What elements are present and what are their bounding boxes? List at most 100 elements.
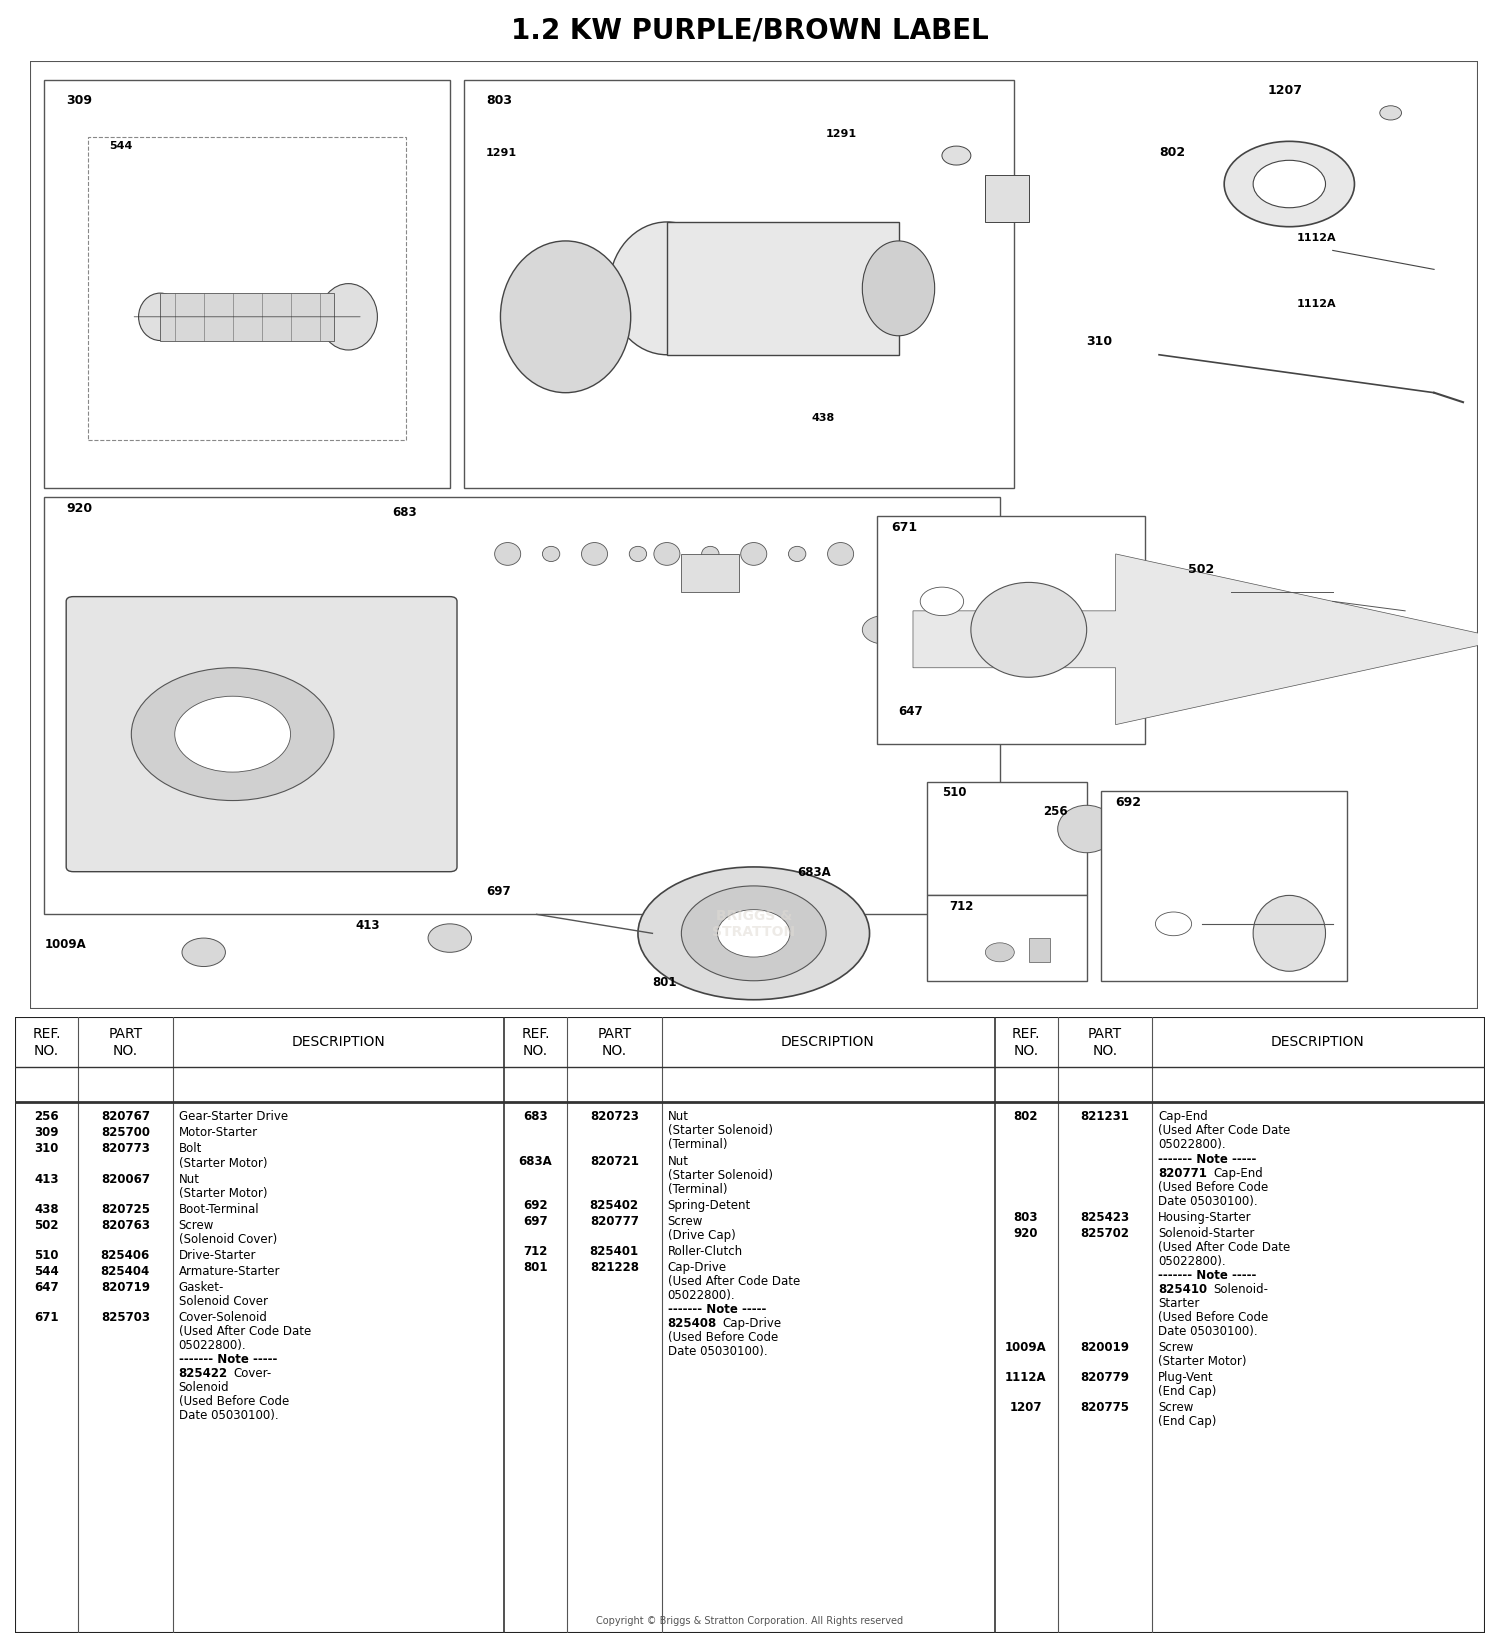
Text: 1009A: 1009A: [45, 937, 86, 950]
Text: Nut: Nut: [668, 1111, 688, 1124]
Text: Spring-Detent: Spring-Detent: [668, 1198, 752, 1211]
Text: (Starter Solenoid): (Starter Solenoid): [668, 1168, 772, 1182]
FancyBboxPatch shape: [66, 597, 458, 871]
Ellipse shape: [609, 222, 724, 354]
Text: 821228: 821228: [590, 1260, 639, 1273]
Text: 309: 309: [66, 94, 92, 107]
Text: 683A: 683A: [519, 1155, 552, 1167]
Text: (Used Before Code: (Used Before Code: [178, 1395, 288, 1408]
Text: 820775: 820775: [1080, 1401, 1130, 1413]
Text: 820777: 820777: [590, 1214, 639, 1227]
Text: ------- Note -----: ------- Note -----: [668, 1303, 766, 1316]
Text: (Used After Code Date: (Used After Code Date: [178, 1324, 310, 1337]
Text: Plug-Vent: Plug-Vent: [1158, 1370, 1214, 1383]
Ellipse shape: [986, 944, 1014, 962]
Text: (Used Before Code: (Used Before Code: [1158, 1180, 1269, 1193]
Text: 510: 510: [942, 786, 966, 799]
Text: REF.
NO.: REF. NO.: [522, 1027, 550, 1057]
Text: Roller-Clutch: Roller-Clutch: [668, 1244, 742, 1257]
Bar: [927, 896, 1086, 981]
Text: 05022800).: 05022800).: [1158, 1139, 1226, 1152]
Text: 820723: 820723: [590, 1111, 639, 1124]
Text: 803: 803: [486, 94, 512, 107]
Text: 820721: 820721: [590, 1155, 639, 1167]
Text: Screw: Screw: [1158, 1401, 1194, 1413]
Bar: [45, 80, 450, 487]
Bar: [986, 174, 1029, 222]
Text: 438: 438: [812, 414, 836, 423]
Text: Solenoid: Solenoid: [178, 1380, 230, 1393]
Ellipse shape: [638, 866, 870, 999]
Text: 647: 647: [898, 706, 922, 719]
Text: 820773: 820773: [100, 1142, 150, 1155]
Text: 825408: 825408: [668, 1316, 717, 1329]
Text: Screw: Screw: [178, 1219, 214, 1231]
Text: 825406: 825406: [100, 1249, 150, 1262]
Text: Nut: Nut: [668, 1155, 688, 1167]
Text: 820767: 820767: [100, 1111, 150, 1124]
Text: (Drive Cap): (Drive Cap): [668, 1229, 735, 1242]
Text: ------- Note -----: ------- Note -----: [1158, 1152, 1257, 1165]
Ellipse shape: [717, 909, 791, 957]
Text: Drive-Starter: Drive-Starter: [178, 1249, 256, 1262]
Text: (Solenoid Cover): (Solenoid Cover): [178, 1232, 276, 1246]
Text: Copyright © Briggs & Stratton Corporation. All Rights reserved: Copyright © Briggs & Stratton Corporatio…: [597, 1616, 903, 1626]
Text: (Starter Motor): (Starter Motor): [1158, 1354, 1246, 1367]
Text: 802: 802: [1160, 146, 1185, 159]
Text: 825422: 825422: [178, 1367, 228, 1380]
Text: (Terminal): (Terminal): [668, 1183, 728, 1196]
Text: 1112A: 1112A: [1296, 233, 1336, 243]
Text: 510: 510: [34, 1249, 58, 1262]
Ellipse shape: [862, 241, 934, 336]
Text: 801: 801: [524, 1260, 548, 1273]
Bar: [878, 515, 1144, 743]
Text: Boot-Terminal: Boot-Terminal: [178, 1203, 260, 1216]
Text: 692: 692: [1116, 796, 1142, 809]
Text: 825700: 825700: [100, 1126, 150, 1139]
Text: DESCRIPTION: DESCRIPTION: [1270, 1035, 1365, 1050]
Ellipse shape: [495, 543, 520, 565]
Text: (End Cap): (End Cap): [1158, 1415, 1216, 1428]
Ellipse shape: [702, 546, 718, 561]
Text: 1207: 1207: [1010, 1401, 1042, 1413]
Ellipse shape: [654, 543, 680, 565]
Text: 697: 697: [524, 1214, 548, 1227]
Text: Screw: Screw: [668, 1214, 704, 1227]
Text: 683: 683: [524, 1111, 548, 1124]
Text: Starter: Starter: [1158, 1296, 1200, 1310]
Text: 544: 544: [34, 1265, 58, 1278]
Text: Motor-Starter: Motor-Starter: [178, 1126, 258, 1139]
Bar: [88, 136, 407, 440]
Ellipse shape: [862, 615, 906, 643]
Text: 413: 413: [356, 919, 380, 932]
Ellipse shape: [630, 546, 646, 561]
Text: 671: 671: [34, 1311, 58, 1324]
Text: 920: 920: [1014, 1226, 1038, 1239]
Text: 825410: 825410: [1158, 1283, 1208, 1296]
Text: (Used Before Code: (Used Before Code: [668, 1331, 778, 1344]
Text: 801: 801: [652, 975, 676, 988]
Text: 310: 310: [34, 1142, 58, 1155]
Ellipse shape: [828, 543, 854, 565]
Text: 820763: 820763: [100, 1219, 150, 1231]
Text: (Starter Solenoid): (Starter Solenoid): [668, 1124, 772, 1137]
Bar: [160, 294, 334, 341]
Text: (Used After Code Date: (Used After Code Date: [1158, 1241, 1290, 1254]
Ellipse shape: [1155, 912, 1191, 935]
Ellipse shape: [182, 939, 225, 967]
Text: 692: 692: [524, 1198, 548, 1211]
Text: Cap-End: Cap-End: [1158, 1111, 1208, 1124]
Text: Cap-End: Cap-End: [1214, 1167, 1263, 1180]
Text: 820779: 820779: [1080, 1370, 1130, 1383]
Text: REF.
NO.: REF. NO.: [33, 1027, 60, 1057]
Text: 1009A: 1009A: [1005, 1341, 1047, 1354]
Text: Housing-Starter: Housing-Starter: [1158, 1211, 1251, 1224]
Ellipse shape: [501, 241, 630, 392]
Text: 802: 802: [1014, 1111, 1038, 1124]
Text: Cap-Drive: Cap-Drive: [723, 1316, 782, 1329]
Text: 502: 502: [1188, 563, 1215, 576]
Text: Date 05030100).: Date 05030100).: [668, 1344, 766, 1357]
Text: Gasket-: Gasket-: [178, 1280, 224, 1293]
Text: 1291: 1291: [827, 128, 858, 138]
Ellipse shape: [920, 587, 963, 615]
